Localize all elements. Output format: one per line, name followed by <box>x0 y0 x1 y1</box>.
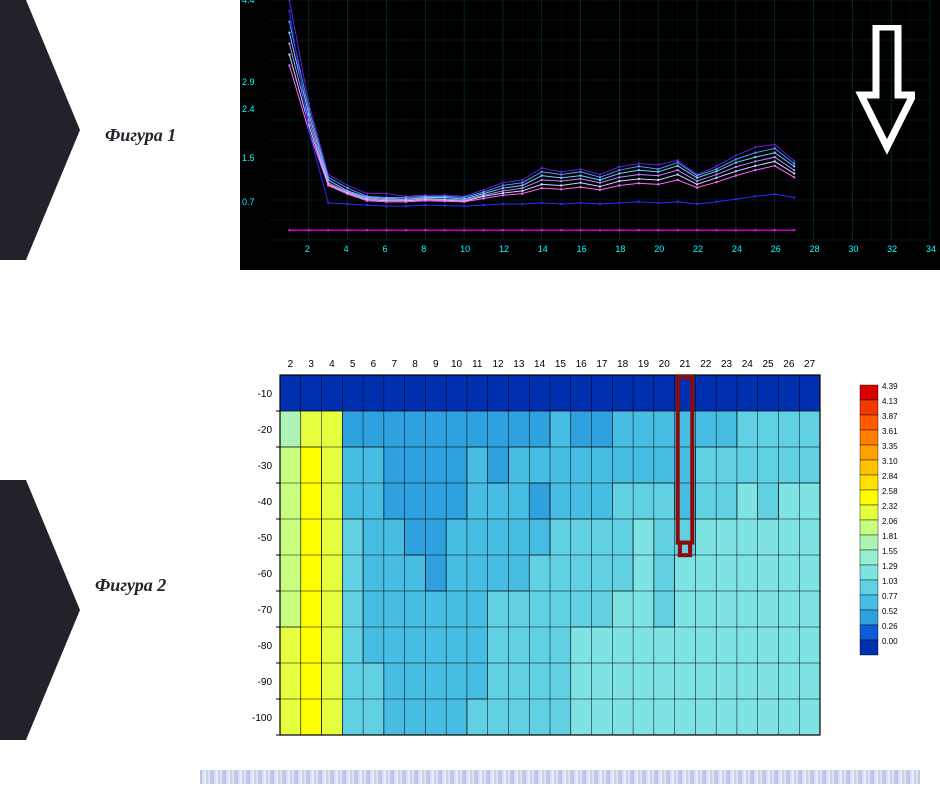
figure-2-svg: 2345678910111213141516171819202122232425… <box>240 350 940 750</box>
svg-text:10: 10 <box>460 244 470 254</box>
svg-text:15: 15 <box>555 359 567 370</box>
svg-text:2: 2 <box>288 359 294 370</box>
svg-text:12: 12 <box>493 359 505 370</box>
svg-text:-50: -50 <box>258 533 273 544</box>
svg-text:-40: -40 <box>258 497 273 508</box>
svg-text:17: 17 <box>596 359 608 370</box>
svg-text:2.06: 2.06 <box>882 517 898 526</box>
svg-text:3.35: 3.35 <box>882 442 898 451</box>
svg-text:-90: -90 <box>258 677 273 688</box>
svg-text:3.61: 3.61 <box>882 427 898 436</box>
svg-text:8: 8 <box>421 244 426 254</box>
svg-text:1.81: 1.81 <box>882 532 898 541</box>
svg-text:22: 22 <box>693 244 703 254</box>
svg-text:1.5: 1.5 <box>242 153 255 163</box>
svg-text:5: 5 <box>350 359 356 370</box>
svg-text:-100: -100 <box>252 713 272 724</box>
noise-strip <box>200 770 920 784</box>
svg-text:24: 24 <box>742 359 754 370</box>
svg-text:14: 14 <box>538 244 548 254</box>
svg-text:4: 4 <box>329 359 335 370</box>
svg-text:26: 26 <box>771 244 781 254</box>
svg-text:18: 18 <box>615 244 625 254</box>
figure-1-svg: 0.71.52.42.94.42468101214161820222426283… <box>240 0 940 270</box>
svg-text:28: 28 <box>810 244 820 254</box>
svg-text:20: 20 <box>654 244 664 254</box>
svg-text:25: 25 <box>763 359 775 370</box>
svg-text:16: 16 <box>576 359 588 370</box>
svg-text:2.4: 2.4 <box>242 104 255 114</box>
svg-text:0.77: 0.77 <box>882 592 898 601</box>
svg-text:-70: -70 <box>258 605 273 616</box>
svg-text:24: 24 <box>732 244 742 254</box>
svg-text:2.58: 2.58 <box>882 487 898 496</box>
figure-1-line-chart: 0.71.52.42.94.42468101214161820222426283… <box>240 0 940 270</box>
svg-text:27: 27 <box>804 359 816 370</box>
svg-text:12: 12 <box>499 244 509 254</box>
svg-text:6: 6 <box>371 359 377 370</box>
svg-text:0.00: 0.00 <box>882 637 898 646</box>
svg-text:7: 7 <box>391 359 397 370</box>
svg-text:-10: -10 <box>258 389 273 400</box>
svg-text:21: 21 <box>679 359 691 370</box>
svg-text:0.52: 0.52 <box>882 607 898 616</box>
svg-text:4.4: 4.4 <box>242 0 255 5</box>
svg-text:16: 16 <box>577 244 587 254</box>
svg-text:2.9: 2.9 <box>242 77 255 87</box>
svg-text:-30: -30 <box>258 461 273 472</box>
svg-text:4.13: 4.13 <box>882 397 898 406</box>
svg-text:0.26: 0.26 <box>882 622 898 631</box>
svg-text:3: 3 <box>308 359 314 370</box>
svg-text:0.7: 0.7 <box>242 197 255 207</box>
svg-text:1.29: 1.29 <box>882 562 898 571</box>
svg-text:8: 8 <box>412 359 418 370</box>
svg-text:10: 10 <box>451 359 463 370</box>
svg-text:4: 4 <box>344 244 349 254</box>
svg-text:2.84: 2.84 <box>882 472 898 481</box>
svg-text:30: 30 <box>848 244 858 254</box>
figure-2-label: Фигура 2 <box>95 575 166 596</box>
svg-text:11: 11 <box>472 359 483 370</box>
svg-text:4.39: 4.39 <box>882 382 898 391</box>
svg-text:34: 34 <box>926 244 936 254</box>
svg-text:6: 6 <box>382 244 387 254</box>
svg-text:-60: -60 <box>258 569 273 580</box>
svg-text:18: 18 <box>617 359 629 370</box>
svg-text:20: 20 <box>659 359 671 370</box>
svg-text:32: 32 <box>887 244 897 254</box>
svg-text:9: 9 <box>433 359 439 370</box>
side-arrow-2 <box>0 480 80 740</box>
svg-text:1.03: 1.03 <box>882 577 898 586</box>
figure-1-label: Фигура 1 <box>105 125 176 146</box>
svg-text:26: 26 <box>783 359 795 370</box>
svg-text:14: 14 <box>534 359 546 370</box>
svg-text:3.87: 3.87 <box>882 412 898 421</box>
svg-text:1.55: 1.55 <box>882 547 898 556</box>
svg-text:22: 22 <box>700 359 712 370</box>
svg-text:2.32: 2.32 <box>882 502 898 511</box>
indicator-arrow-icon <box>855 25 915 165</box>
svg-text:13: 13 <box>513 359 525 370</box>
svg-text:3.10: 3.10 <box>882 457 898 466</box>
svg-text:23: 23 <box>721 359 733 370</box>
svg-text:-20: -20 <box>258 425 273 436</box>
side-arrow-1 <box>0 0 80 260</box>
svg-text:19: 19 <box>638 359 650 370</box>
figure-2-heatmap: 2345678910111213141516171819202122232425… <box>240 350 940 750</box>
svg-text:-80: -80 <box>258 641 273 652</box>
svg-text:2: 2 <box>305 244 310 254</box>
